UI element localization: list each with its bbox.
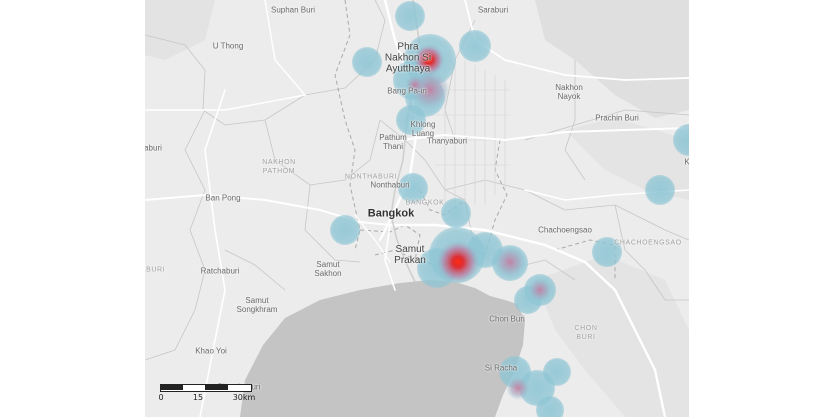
place-label-samut-songkhram: Samut Songkhram bbox=[236, 296, 278, 314]
place-label-bangkok-region: BANGKOK bbox=[405, 199, 445, 207]
place-label-nakhon-nayok: Nakhon Nayok bbox=[555, 83, 583, 101]
place-label-si-racha: Si Racha bbox=[484, 363, 518, 373]
place-label-suphanburi-edge: aburi bbox=[145, 143, 162, 153]
place-label-chachoengsao: Chachoengsao bbox=[538, 225, 592, 235]
place-label-ratchaburi-region: ABURI bbox=[145, 266, 166, 274]
place-label-thanyaburi: Thanyaburi bbox=[426, 136, 468, 146]
place-label-ban-pong: Ban Pong bbox=[205, 193, 241, 203]
place-label-chon-buri: Chon Buri bbox=[489, 314, 525, 324]
place-label-ratchaburi: Ratchaburi bbox=[200, 266, 240, 276]
place-label-right-edge-k: K bbox=[684, 157, 689, 167]
place-label-nonthaburi: Nonthaburi bbox=[370, 180, 410, 190]
place-label-khlong-luang: Khlong Luang bbox=[410, 120, 436, 138]
place-label-nonthaburi-region: NONTHABURI bbox=[344, 173, 398, 181]
place-label-phra-nakhon-si-ayutthaya: Phra Nakhon Si Ayutthaya bbox=[384, 41, 432, 75]
place-label-samut-sakhon: Samut Sakhon bbox=[314, 260, 342, 278]
map-canvas[interactable] bbox=[145, 0, 689, 417]
place-label-prachin-buri: Prachin Buri bbox=[595, 113, 639, 123]
scale-tick-30: 30km bbox=[232, 393, 256, 402]
place-label-pathum-thani: Pathum Thani bbox=[379, 133, 407, 151]
scale-bar-segment bbox=[205, 384, 228, 390]
place-label-samut-prakan: Samut Prakan bbox=[394, 244, 426, 266]
scale-bar: 0 15 30km bbox=[158, 384, 270, 414]
scale-bar-segment bbox=[161, 384, 183, 390]
place-label-chon-buri-region: CHON BURI bbox=[574, 325, 598, 341]
map-viewport[interactable]: Phra Nakhon Si Ayutthaya Bangkok Samut Pra… bbox=[145, 0, 689, 417]
scale-tick-15: 15 bbox=[192, 393, 204, 402]
gulf-of-thailand bbox=[240, 280, 525, 417]
scale-tick-0: 0 bbox=[158, 393, 164, 402]
place-label-chachoengsao-region: CHACHOENGSAO bbox=[614, 239, 682, 247]
place-label-nakhon-pathom-region: NAKHON PATHOM bbox=[262, 159, 296, 175]
place-label-khao-yoi: Khao Yoi bbox=[195, 346, 227, 356]
heatmap-layer bbox=[330, 1, 689, 417]
place-label-bang-pa-in: Bang Pa-in bbox=[387, 86, 427, 96]
place-label-suphan-buri: Suphan Buri bbox=[270, 5, 316, 15]
place-label-bangkok: Bangkok bbox=[367, 207, 415, 220]
place-label-saraburi: Saraburi bbox=[477, 5, 509, 15]
place-label-u-thong: U Thong bbox=[212, 41, 244, 51]
